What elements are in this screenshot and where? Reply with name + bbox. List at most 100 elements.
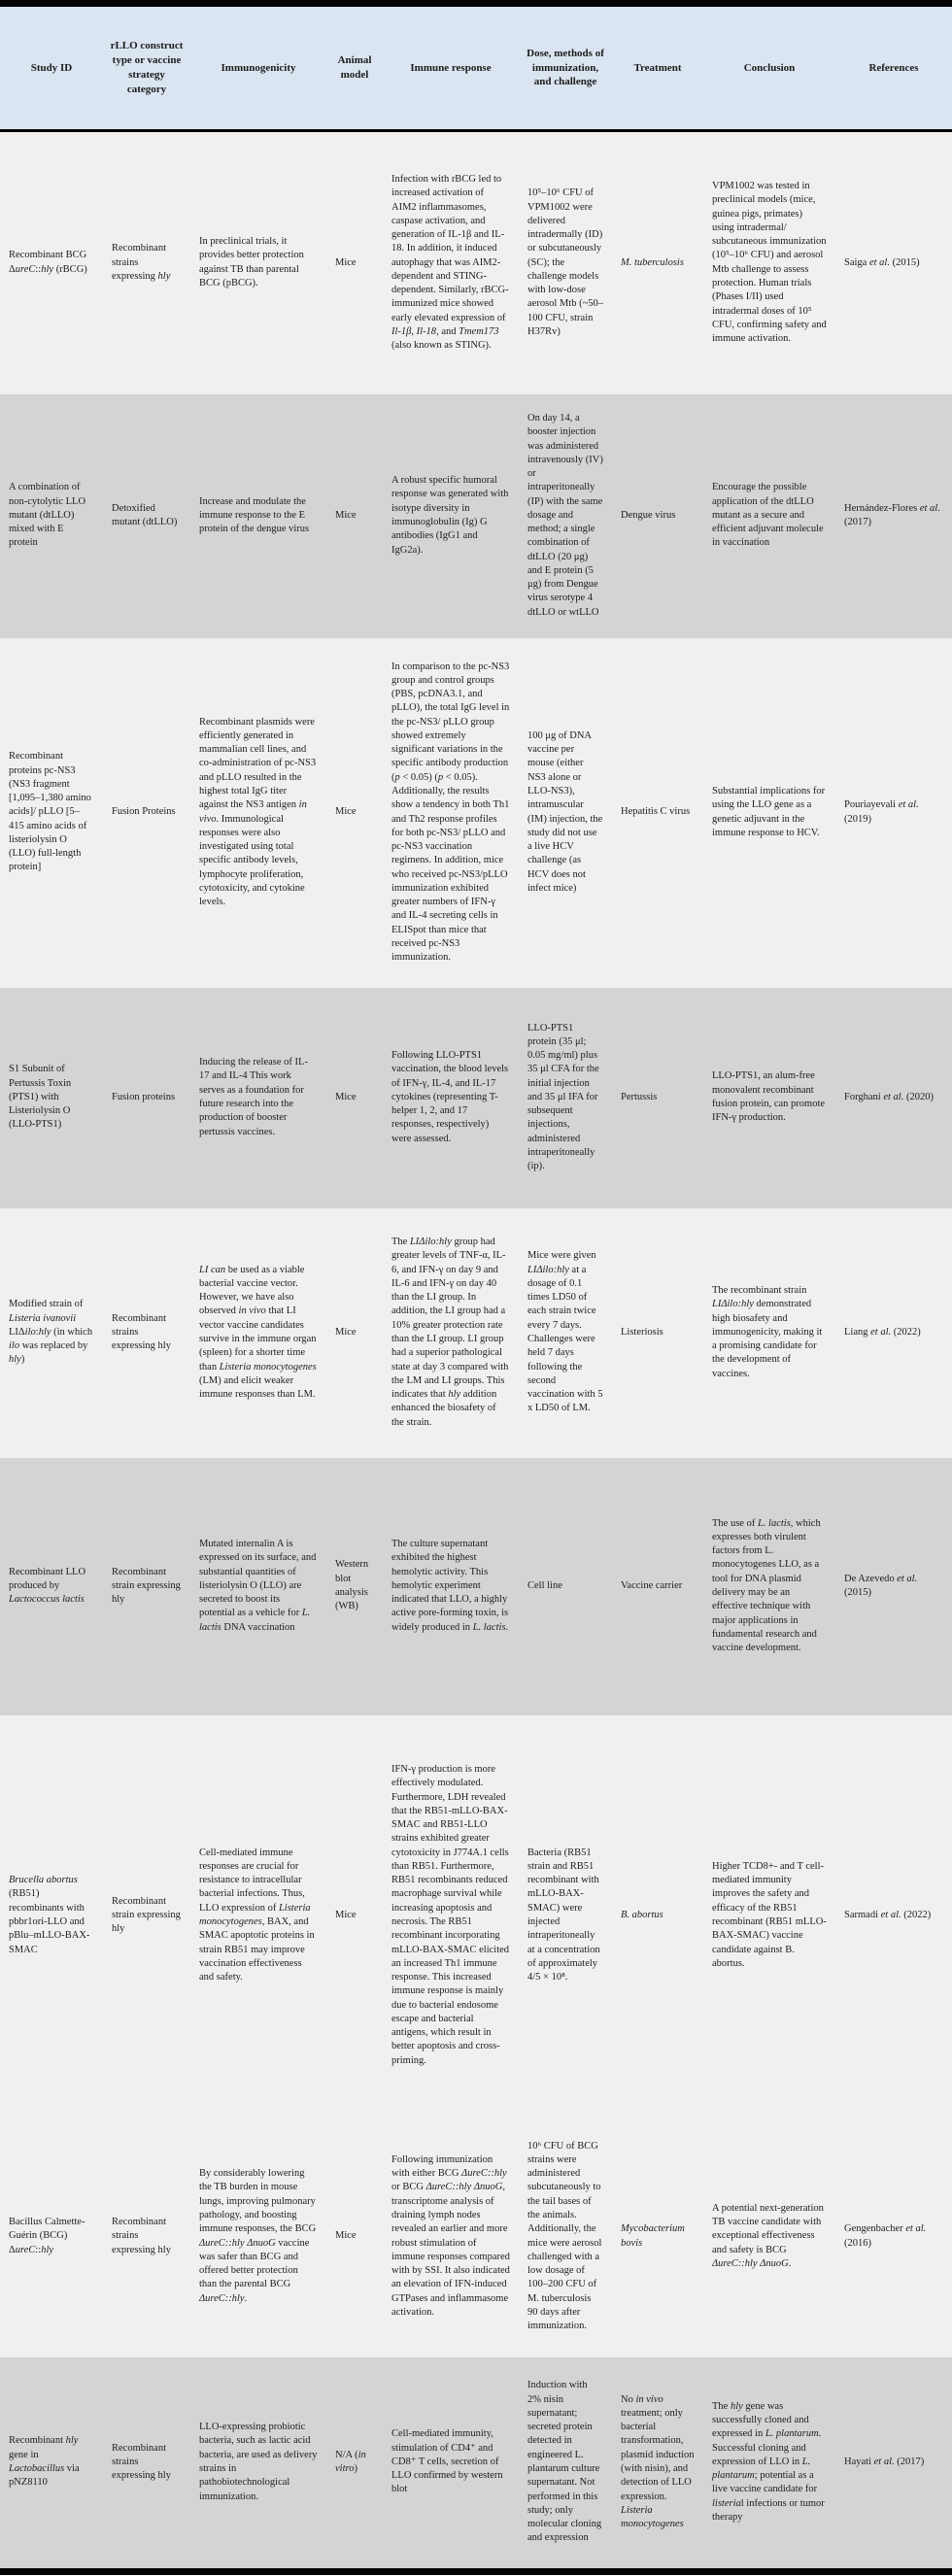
cell-conclusion: The hly gene was successfully cloned and… <box>703 2356 835 2568</box>
cell-immune-response: Following immunization with either BCG Δ… <box>383 2116 519 2357</box>
cell-conclusion: LLO-PTS1, an alum-free monovalent recomb… <box>703 987 835 1208</box>
col-header-construct: rLLO construct type or vaccine strategy … <box>103 7 190 132</box>
cell-immune-response: A robust specific humoral response was g… <box>383 393 519 638</box>
rllo-studies-table: Study ID rLLO construct type or vaccine … <box>0 7 952 2568</box>
cell-immunogenicity: By considerably lowering the TB burden i… <box>190 2116 326 2357</box>
cell-immune-response: In comparison to the pc-NS3 group and co… <box>383 637 519 988</box>
table-row: Recombinant proteins pc-NS3 (NS3 fragmen… <box>0 637 952 988</box>
cell-treatment: M. tuberculosis <box>612 130 703 394</box>
table-row: S1 Subunit of Pertussis Toxin (PTS1) wit… <box>0 987 952 1208</box>
col-header-references: References <box>835 7 952 132</box>
cell-dose: Induction with 2% nisin supernatant; sec… <box>519 2356 612 2568</box>
cell-references: De Azevedo et al. (2015) <box>835 1457 952 1715</box>
cell-conclusion: VPM1002 was tested in preclinical models… <box>703 130 835 394</box>
cell-study-id: A combination of non-cytolytic LLO mutan… <box>0 393 103 638</box>
col-header-treatment: Treatment <box>612 7 703 132</box>
cell-dose: Bacteria (RB51 strain and RB51 recombina… <box>519 1714 612 2117</box>
cell-study-id: Modified strain of Listeria ivanovii LIΔ… <box>0 1207 103 1458</box>
cell-construct: Fusion Proteins <box>103 637 190 988</box>
cell-conclusion: Higher TCD8+- and T cell-mediated immuni… <box>703 1714 835 2117</box>
cell-construct: Recombinant strains expressing hly <box>103 2116 190 2357</box>
cell-references: Hayati et al. (2017) <box>835 2356 952 2568</box>
cell-study-id: Bacillus Calmette-Guérin (BCG) ΔureC::hl… <box>0 2116 103 2357</box>
table-body: Recombinant BCG ΔureC::hly (rBCG) Recombi… <box>0 130 952 2568</box>
cell-dose: 10⁵–10⁶ CFU of VPM1002 were delivered in… <box>519 130 612 394</box>
cell-animal-model: Western blot analysis (WB) <box>326 1457 383 1715</box>
cell-study-id: Recombinant BCG ΔureC::hly (rBCG) <box>0 130 103 394</box>
table-row: Brucella abortus (RB51) recombinants wit… <box>0 1714 952 2117</box>
cell-immunogenicity: Increase and modulate the immune respons… <box>190 393 326 638</box>
col-header-immune-response: Immune response <box>383 7 519 132</box>
cell-study-id: Recombinant LLO produced by Lactococcus … <box>0 1457 103 1715</box>
cell-references: Hernández-Flores et al. (2017) <box>835 393 952 638</box>
cell-animal-model: N/A (in vitro) <box>326 2356 383 2568</box>
bottom-rule <box>0 2567 952 2575</box>
col-header-study-id: Study ID <box>0 7 103 132</box>
cell-study-id: Brucella abortus (RB51) recombinants wit… <box>0 1714 103 2117</box>
cell-immune-response: Infection with rBCG led to increased act… <box>383 130 519 394</box>
cell-animal-model: Mice <box>326 637 383 988</box>
cell-conclusion: Encourage the possible application of th… <box>703 393 835 638</box>
col-header-immunogenicity: Immunogenicity <box>190 7 326 132</box>
cell-treatment: Vaccine carrier <box>612 1457 703 1715</box>
cell-animal-model: Mice <box>326 130 383 394</box>
cell-immune-response: Cell-mediated immunity, stimulation of C… <box>383 2356 519 2568</box>
cell-animal-model: Mice <box>326 1714 383 2117</box>
cell-animal-model: Mice <box>326 2116 383 2357</box>
cell-immunogenicity: Mutated internalin A is expressed on its… <box>190 1457 326 1715</box>
cell-animal-model: Mice <box>326 1207 383 1458</box>
cell-treatment: Mycobacterium bovis <box>612 2116 703 2357</box>
cell-immunogenicity: Recombinant plasmids were efficiently ge… <box>190 637 326 988</box>
cell-immunogenicity: Inducing the release of IL-17 and IL-4 T… <box>190 987 326 1208</box>
cell-study-id: S1 Subunit of Pertussis Toxin (PTS1) wit… <box>0 987 103 1208</box>
cell-immune-response: The LIΔilo:hly group had greater levels … <box>383 1207 519 1458</box>
col-header-dose: Dose, methods of immunization, and chall… <box>519 7 612 132</box>
cell-treatment: No in vivo treatment; only bacterial tra… <box>612 2356 703 2568</box>
cell-conclusion: The recombinant strain LIΔilo:hly demons… <box>703 1207 835 1458</box>
table-row: Bacillus Calmette-Guérin (BCG) ΔureC::hl… <box>0 2116 952 2357</box>
cell-dose: On day 14, a booster injection was admin… <box>519 393 612 638</box>
cell-treatment: Listeriosis <box>612 1207 703 1458</box>
cell-dose: Cell line <box>519 1457 612 1715</box>
cell-references: Liang et al. (2022) <box>835 1207 952 1458</box>
table-row: Modified strain of Listeria ivanovii LIΔ… <box>0 1207 952 1458</box>
cell-dose: 10⁶ CFU of BCG strains were administered… <box>519 2116 612 2357</box>
cell-dose: Mice were given LIΔilo:hly at a dosage o… <box>519 1207 612 1458</box>
cell-references: Saiga et al. (2015) <box>835 130 952 394</box>
cell-construct: Recombinant strains expressing hly <box>103 2356 190 2568</box>
cell-study-id: Recombinant proteins pc-NS3 (NS3 fragmen… <box>0 637 103 988</box>
cell-immunogenicity: In preclinical trials, it provides bette… <box>190 130 326 394</box>
cell-references: Forghani et al. (2020) <box>835 987 952 1208</box>
table-row: A combination of non-cytolytic LLO mutan… <box>0 393 952 638</box>
cell-conclusion: Substantial implications for using the L… <box>703 637 835 988</box>
cell-references: Sarmadi et al. (2022) <box>835 1714 952 2117</box>
cell-references: Gengenbacher et al. (2016) <box>835 2116 952 2357</box>
cell-animal-model: Mice <box>326 393 383 638</box>
cell-immune-response: The culture supernatant exhibited the hi… <box>383 1457 519 1715</box>
table-header: Study ID rLLO construct type or vaccine … <box>0 7 952 132</box>
cell-animal-model: Mice <box>326 987 383 1208</box>
cell-construct: Recombinant strain expressing hly <box>103 1457 190 1715</box>
header-row: Study ID rLLO construct type or vaccine … <box>0 7 952 132</box>
cell-construct: Recombinant strains expressing hly <box>103 1207 190 1458</box>
cell-immune-response: Following LLO-PTS1 vaccination, the bloo… <box>383 987 519 1208</box>
cell-construct: Recombinant strain expressing hly <box>103 1714 190 2117</box>
cell-conclusion: The use of L. lactis, which expresses bo… <box>703 1457 835 1715</box>
cell-construct: Recombinant strains expressing hly <box>103 130 190 394</box>
cell-immune-response: IFN-γ production is more effectively mod… <box>383 1714 519 2117</box>
cell-construct: Fusion proteins <box>103 987 190 1208</box>
table-row: Recombinant BCG ΔureC::hly (rBCG) Recombi… <box>0 130 952 394</box>
cell-construct: Detoxified mutant (dtLLO) <box>103 393 190 638</box>
top-rule <box>0 0 952 7</box>
cell-dose: 100 μg of DNA vaccine per mouse (either … <box>519 637 612 988</box>
cell-treatment: Hepatitis C virus <box>612 637 703 988</box>
cell-dose: LLO-PTS1 protein (35 μl; 0.05 mg/ml) plu… <box>519 987 612 1208</box>
cell-treatment: B. abortus <box>612 1714 703 2117</box>
cell-treatment: Dengue virus <box>612 393 703 638</box>
cell-immunogenicity: LI can be used as a viable bacterial vac… <box>190 1207 326 1458</box>
cell-references: Pouriayevali et al. (2019) <box>835 637 952 988</box>
cell-immunogenicity: Cell-mediated immune responses are cruci… <box>190 1714 326 2117</box>
col-header-conclusion: Conclusion <box>703 7 835 132</box>
col-header-animal-model: Animal model <box>326 7 383 132</box>
